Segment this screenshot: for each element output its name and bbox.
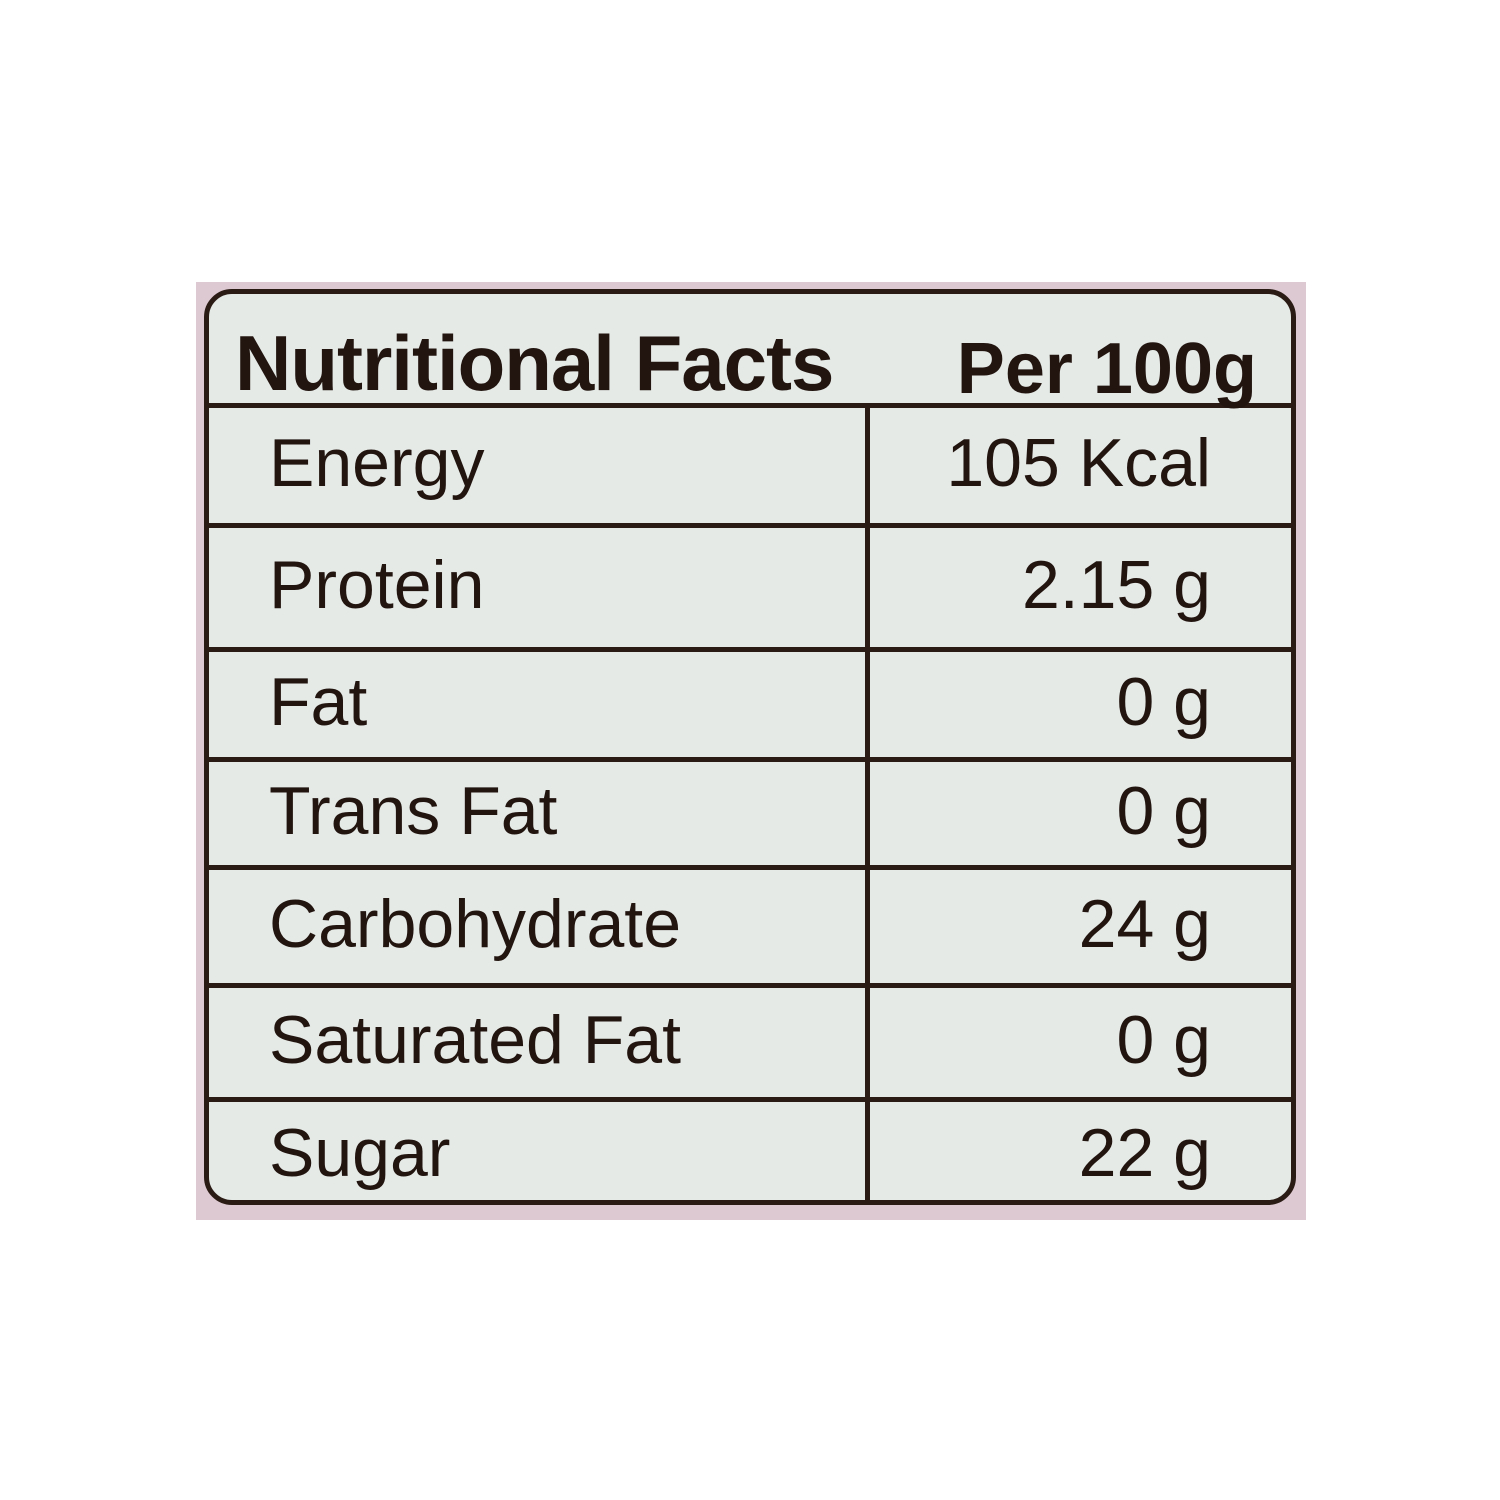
column-divider [865,408,870,1200]
table-row: Protein 2.15 g [209,528,1291,652]
nutrient-value: 2.15 g [1021,546,1211,623]
nutrient-name: Fat [269,663,368,740]
table-row: Trans Fat 0 g [209,762,1291,870]
nutrient-value: 0 g [1116,1001,1211,1078]
table-row: Fat 0 g [209,652,1291,762]
table-header: Nutritional Facts Per 100g [209,294,1291,409]
nutrient-value: 105 Kcal [946,424,1211,501]
table-row: Sugar 22 g [209,1102,1291,1200]
table-title: Nutritional Facts [235,319,834,407]
nutrient-name: Energy [269,424,485,501]
nutrient-value: 0 g [1116,663,1211,740]
table-row: Saturated Fat 0 g [209,988,1291,1102]
nutrient-value: 22 g [1078,1114,1211,1191]
nutrient-name: Saturated Fat [269,1001,682,1078]
nutrient-name: Protein [269,546,485,623]
nutrient-name: Carbohydrate [269,885,682,962]
nutrition-table: Nutritional Facts Per 100g Energy 105 Kca… [204,289,1296,1205]
serving-basis: Per 100g [956,329,1257,409]
nutrient-name: Sugar [269,1114,451,1191]
table-row: Energy 105 Kcal [209,408,1291,528]
nutrient-name: Trans Fat [269,772,558,849]
nutrient-value: 0 g [1116,772,1211,849]
nutrient-value: 24 g [1078,885,1211,962]
table-row: Carbohydrate 24 g [209,870,1291,988]
